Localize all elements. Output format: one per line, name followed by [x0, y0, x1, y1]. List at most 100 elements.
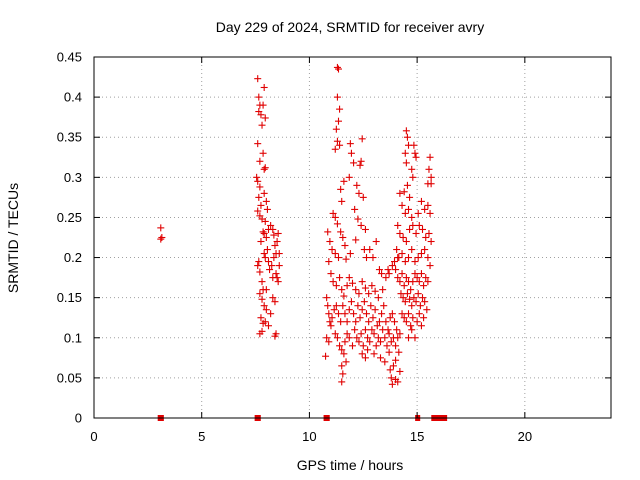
data-point	[263, 205, 271, 213]
data-point	[363, 254, 371, 262]
data-point	[333, 220, 341, 228]
data-point	[367, 302, 375, 310]
data-point	[381, 358, 389, 366]
chart-title: Day 229 of 2024, SRMTID for receiver avr…	[216, 19, 484, 35]
data-point	[322, 352, 330, 360]
data-point	[274, 278, 282, 286]
data-point	[421, 298, 429, 306]
data-point	[346, 250, 354, 258]
data-point	[405, 334, 413, 342]
data-point	[342, 255, 350, 263]
data-point	[385, 348, 393, 356]
x-tick-label: 15	[410, 429, 424, 444]
data-point	[380, 302, 388, 310]
data-point	[343, 318, 351, 326]
data-point	[372, 342, 380, 350]
data-point	[409, 173, 417, 181]
data-point	[261, 217, 269, 225]
data-point	[406, 295, 414, 303]
data-point	[385, 270, 393, 278]
y-tick-label: 0.2	[64, 250, 82, 265]
data-point	[274, 229, 282, 237]
data-point	[375, 266, 383, 274]
data-point	[333, 93, 341, 101]
data-point	[271, 242, 279, 250]
data-point	[327, 322, 335, 330]
data-point	[328, 246, 336, 254]
data-point	[425, 165, 433, 173]
data-point	[412, 153, 420, 161]
data-point	[349, 279, 356, 287]
data-point	[383, 342, 391, 350]
data-point	[273, 274, 281, 282]
data-point	[262, 286, 270, 294]
data-point	[387, 338, 395, 346]
data-point	[414, 209, 422, 217]
data-point	[329, 278, 337, 286]
data-point	[421, 205, 429, 213]
data-point	[378, 310, 386, 318]
data-point	[407, 322, 415, 330]
data-point	[345, 274, 353, 282]
data-point	[416, 302, 424, 310]
data-point	[402, 238, 410, 246]
data-point	[372, 238, 380, 246]
data-point	[408, 326, 416, 334]
data-point	[262, 197, 270, 205]
data-point	[329, 209, 337, 217]
data-point	[325, 258, 333, 266]
data-point	[258, 327, 266, 335]
data-point	[398, 201, 406, 209]
data-point	[333, 137, 341, 145]
data-point	[379, 326, 387, 334]
x-tick-labels: 0 5 10 15 20	[90, 429, 532, 444]
data-point	[331, 250, 339, 258]
data-point	[395, 348, 403, 356]
data-point	[409, 278, 417, 286]
data-point	[366, 338, 374, 346]
data-point	[393, 246, 401, 254]
data-point	[392, 266, 400, 274]
data-point	[388, 380, 396, 388]
data-point	[331, 330, 339, 338]
y-tick-label: 0.35	[57, 130, 82, 145]
data-point	[334, 65, 342, 73]
data-point	[260, 165, 268, 173]
data-point	[420, 282, 428, 290]
data-point	[403, 133, 411, 141]
data-point	[398, 310, 406, 318]
data-point	[425, 229, 433, 237]
data-point	[336, 105, 344, 113]
data-point	[369, 314, 377, 322]
data-point	[354, 302, 362, 310]
data-point	[267, 221, 275, 229]
data-point	[361, 225, 369, 233]
data-point	[264, 258, 272, 266]
data-point	[370, 350, 378, 358]
x-tick-label: 0	[90, 429, 97, 444]
data-point	[415, 278, 423, 286]
data-point	[358, 306, 366, 314]
data-point	[405, 254, 413, 262]
data-point	[417, 197, 425, 205]
data-point	[368, 326, 376, 334]
data-point	[340, 350, 348, 358]
y-tick-label: 0.1	[64, 330, 82, 345]
data-point	[256, 157, 264, 165]
data-point	[414, 290, 422, 298]
data-point	[330, 306, 338, 314]
data-point	[341, 338, 349, 346]
data-point	[260, 302, 268, 310]
data-point	[257, 238, 265, 246]
data-point	[358, 278, 366, 286]
data-point	[387, 374, 395, 382]
data-point	[402, 274, 410, 282]
y-tick-labels: 0 0.05 0.1 0.15 0.2 0.25 0.3 0.35 0.4 0.45	[57, 50, 82, 426]
data-point	[394, 378, 402, 386]
data-points	[157, 63, 435, 388]
data-point	[382, 318, 390, 326]
data-point	[375, 318, 383, 326]
data-point	[406, 193, 414, 201]
data-point	[339, 302, 347, 310]
data-point	[359, 193, 367, 201]
